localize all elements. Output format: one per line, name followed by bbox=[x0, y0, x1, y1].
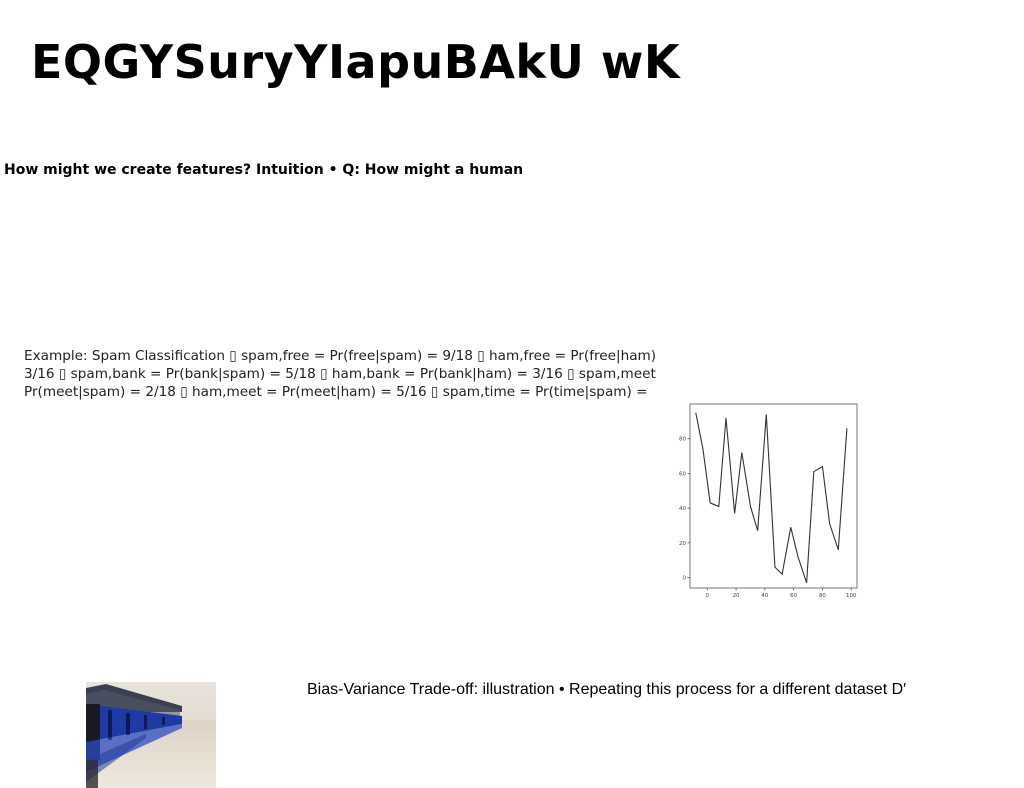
boathouse-photo bbox=[86, 682, 216, 788]
y-tick-label: 60 bbox=[679, 471, 686, 477]
slide-subtitle: How might we create features? Intuition … bbox=[4, 162, 524, 178]
x-tick-label: 100 bbox=[846, 593, 857, 599]
y-tick-label: 20 bbox=[679, 541, 686, 547]
y-tick-label: 0 bbox=[683, 576, 687, 582]
boathouse-image bbox=[86, 682, 216, 788]
line-chart-svg: 0 20 40 60 80 0 20 40 60 80 100 bbox=[679, 403, 858, 599]
bias-variance-caption: Bias-Variance Trade-off: illustration • … bbox=[307, 681, 907, 698]
x-tick-label: 80 bbox=[819, 593, 826, 599]
spam-text-line: Pr(meet|spam) = 2/18 ▯ ham,meet = Pr(mee… bbox=[24, 384, 648, 400]
series-line bbox=[695, 412, 848, 583]
x-tick-label: 40 bbox=[761, 593, 768, 599]
y-tick-label: 40 bbox=[679, 506, 686, 512]
plot-frame bbox=[689, 403, 858, 589]
spam-classification-text: Example: Spam Classification ▯ spam,free… bbox=[24, 347, 674, 401]
y-axis: 0 20 40 60 80 bbox=[679, 437, 690, 582]
y-tick-label: 80 bbox=[679, 437, 686, 443]
x-tick-label: 0 bbox=[706, 593, 710, 599]
spam-text-line: 3/16 ▯ spam,bank = Pr(bank|spam) = 5/18 … bbox=[24, 366, 656, 382]
x-tick-label: 60 bbox=[790, 593, 797, 599]
page-title: EQGYSuryYIapuBAkU wK bbox=[31, 35, 681, 89]
line-chart: 0 20 40 60 80 0 20 40 60 80 100 bbox=[676, 398, 862, 602]
x-tick-label: 20 bbox=[733, 593, 740, 599]
spam-text-line: Example: Spam Classification ▯ spam,free… bbox=[24, 348, 657, 364]
x-axis: 0 20 40 60 80 100 bbox=[706, 588, 857, 599]
